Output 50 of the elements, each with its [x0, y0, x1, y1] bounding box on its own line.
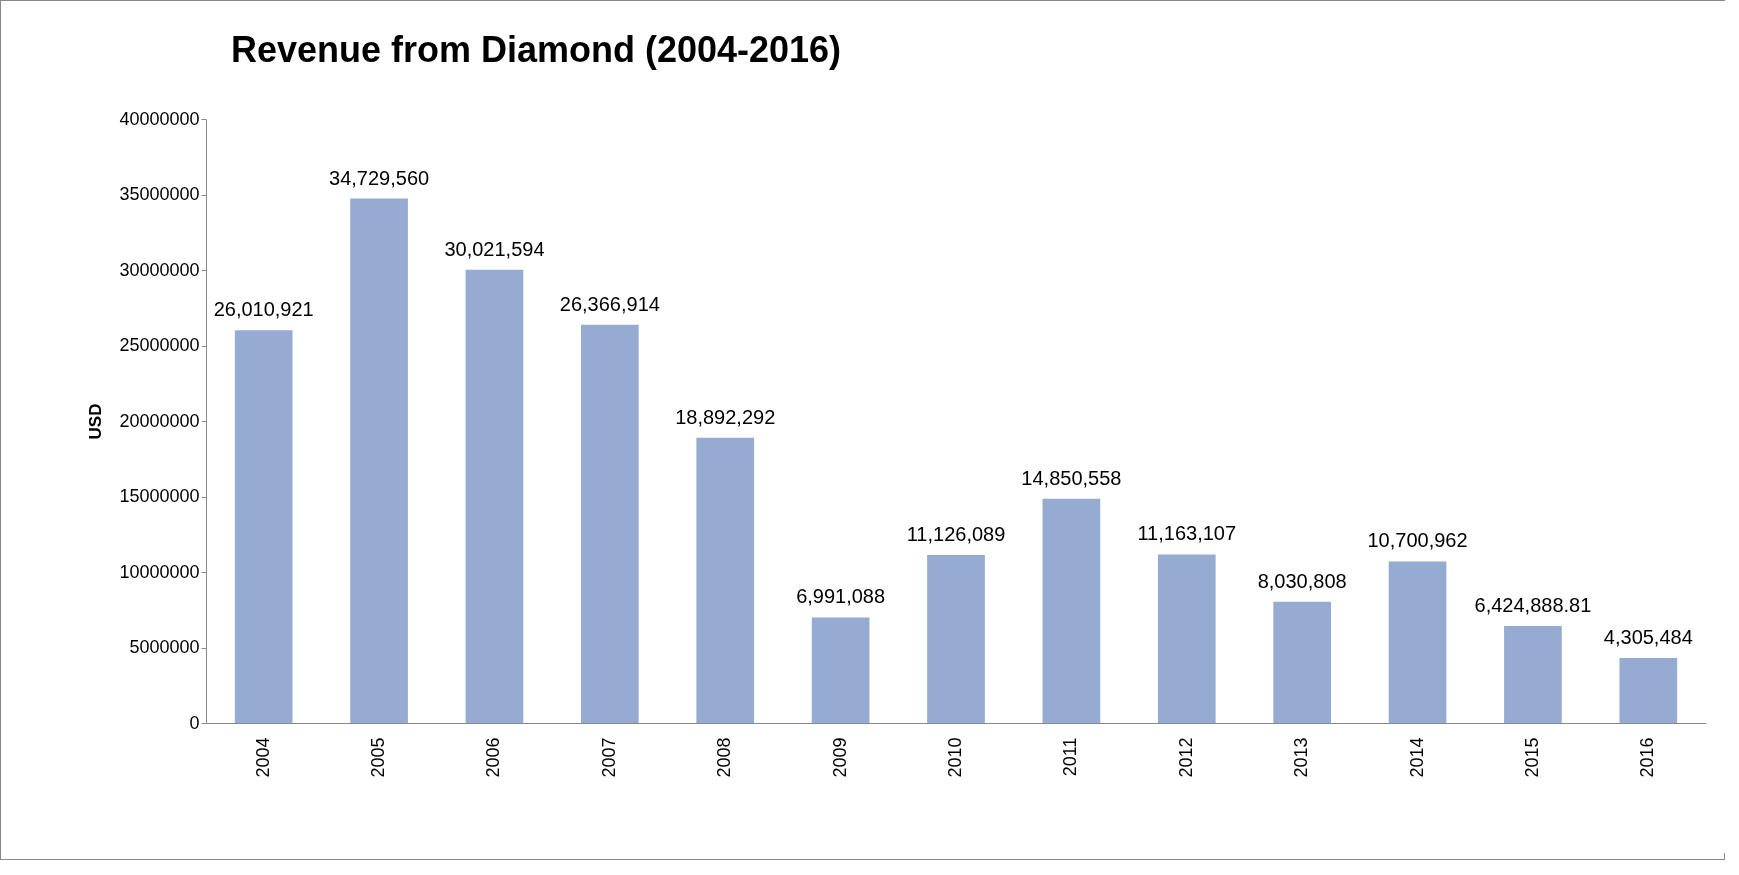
bar	[350, 198, 408, 723]
y-tick-label: 30000000	[119, 259, 200, 280]
y-tick-label: 0	[189, 712, 200, 733]
x-tick-label: 2006	[483, 737, 504, 778]
data-label: 30,021,594	[444, 237, 545, 260]
bar	[465, 269, 524, 723]
bar	[234, 330, 293, 723]
data-label: 26,366,914	[559, 292, 660, 315]
data-label: 18,892,292	[675, 405, 776, 428]
bar	[1388, 561, 1447, 723]
data-label: 10,700,962	[1367, 529, 1468, 552]
x-tick-label: 2010	[945, 737, 965, 778]
data-label: 4,305,484	[1603, 625, 1693, 648]
x-tick-label: 2013	[1291, 737, 1312, 778]
y-tick-label: 40000000	[119, 108, 200, 129]
bar	[581, 324, 639, 723]
y-tick-label: 5000000	[129, 637, 200, 657]
y-axis-title: USD	[86, 403, 106, 440]
data-label: 6,991,088	[796, 585, 886, 608]
y-tick-label: 20000000	[119, 410, 200, 431]
bar	[1042, 498, 1101, 723]
x-tick-label: 2005	[368, 737, 389, 778]
data-label: 6,424,888.81	[1474, 593, 1592, 616]
x-tick-label: 2004	[252, 737, 273, 778]
data-label: 34,729,560	[329, 166, 430, 189]
bar	[1619, 657, 1678, 723]
data-label: 8,030,808	[1257, 569, 1347, 592]
bar	[1157, 554, 1216, 723]
x-tick-label: 2011	[1060, 737, 1081, 777]
bar	[1273, 601, 1331, 723]
data-label: 26,010,921	[213, 298, 314, 321]
data-label: 11,126,089	[906, 523, 1006, 545]
data-label: 14,850,558	[1021, 466, 1122, 489]
y-tick-label: 35000000	[119, 184, 200, 204]
x-tick-label: 2008	[714, 737, 735, 778]
x-tick-label: 2009	[829, 737, 850, 778]
x-tick-label: 2014	[1406, 737, 1427, 778]
bar	[1504, 625, 1562, 723]
bar	[927, 555, 985, 723]
chart-title: Revenue from Diamond (2004-2016)	[230, 29, 842, 70]
x-tick-label: 2016	[1637, 737, 1658, 778]
y-tick-label: 15000000	[119, 486, 200, 506]
y-tick-label: 10000000	[119, 561, 200, 582]
bar	[811, 617, 870, 723]
x-tick-label: 2012	[1175, 737, 1196, 778]
y-tick-label: 25000000	[119, 335, 200, 355]
x-tick-label: 2007	[598, 737, 619, 778]
x-tick-label: 2015	[1521, 737, 1542, 778]
data-label: 11,163,107	[1137, 522, 1237, 545]
bar	[696, 437, 755, 723]
